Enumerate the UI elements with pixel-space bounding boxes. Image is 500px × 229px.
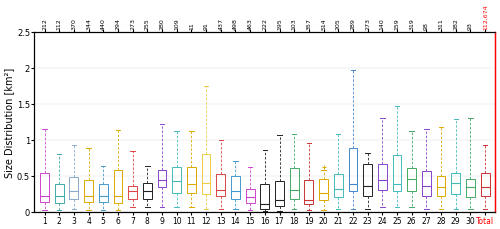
Bar: [216, 174, 225, 196]
Bar: [392, 156, 402, 192]
Bar: [363, 164, 372, 196]
Bar: [40, 173, 49, 202]
Bar: [187, 167, 196, 193]
Bar: [172, 167, 181, 193]
Bar: [260, 185, 269, 209]
Y-axis label: Size Distribution [km²]: Size Distribution [km²]: [4, 67, 14, 177]
Bar: [422, 172, 431, 196]
Bar: [246, 189, 254, 203]
Bar: [275, 182, 284, 206]
Bar: [378, 164, 386, 190]
Bar: [114, 170, 122, 203]
Bar: [84, 180, 93, 202]
Bar: [480, 173, 490, 196]
Bar: [99, 185, 108, 202]
Bar: [55, 185, 64, 203]
Bar: [348, 149, 358, 192]
Bar: [408, 169, 416, 192]
Bar: [436, 176, 446, 196]
Bar: [334, 174, 342, 197]
Bar: [319, 179, 328, 200]
Bar: [158, 170, 166, 187]
Bar: [290, 169, 298, 199]
Bar: [70, 177, 78, 199]
Bar: [304, 180, 314, 204]
Bar: [128, 186, 137, 199]
Bar: [466, 179, 475, 197]
Bar: [202, 154, 210, 194]
Bar: [231, 176, 240, 199]
Bar: [143, 183, 152, 199]
Bar: [452, 173, 460, 194]
